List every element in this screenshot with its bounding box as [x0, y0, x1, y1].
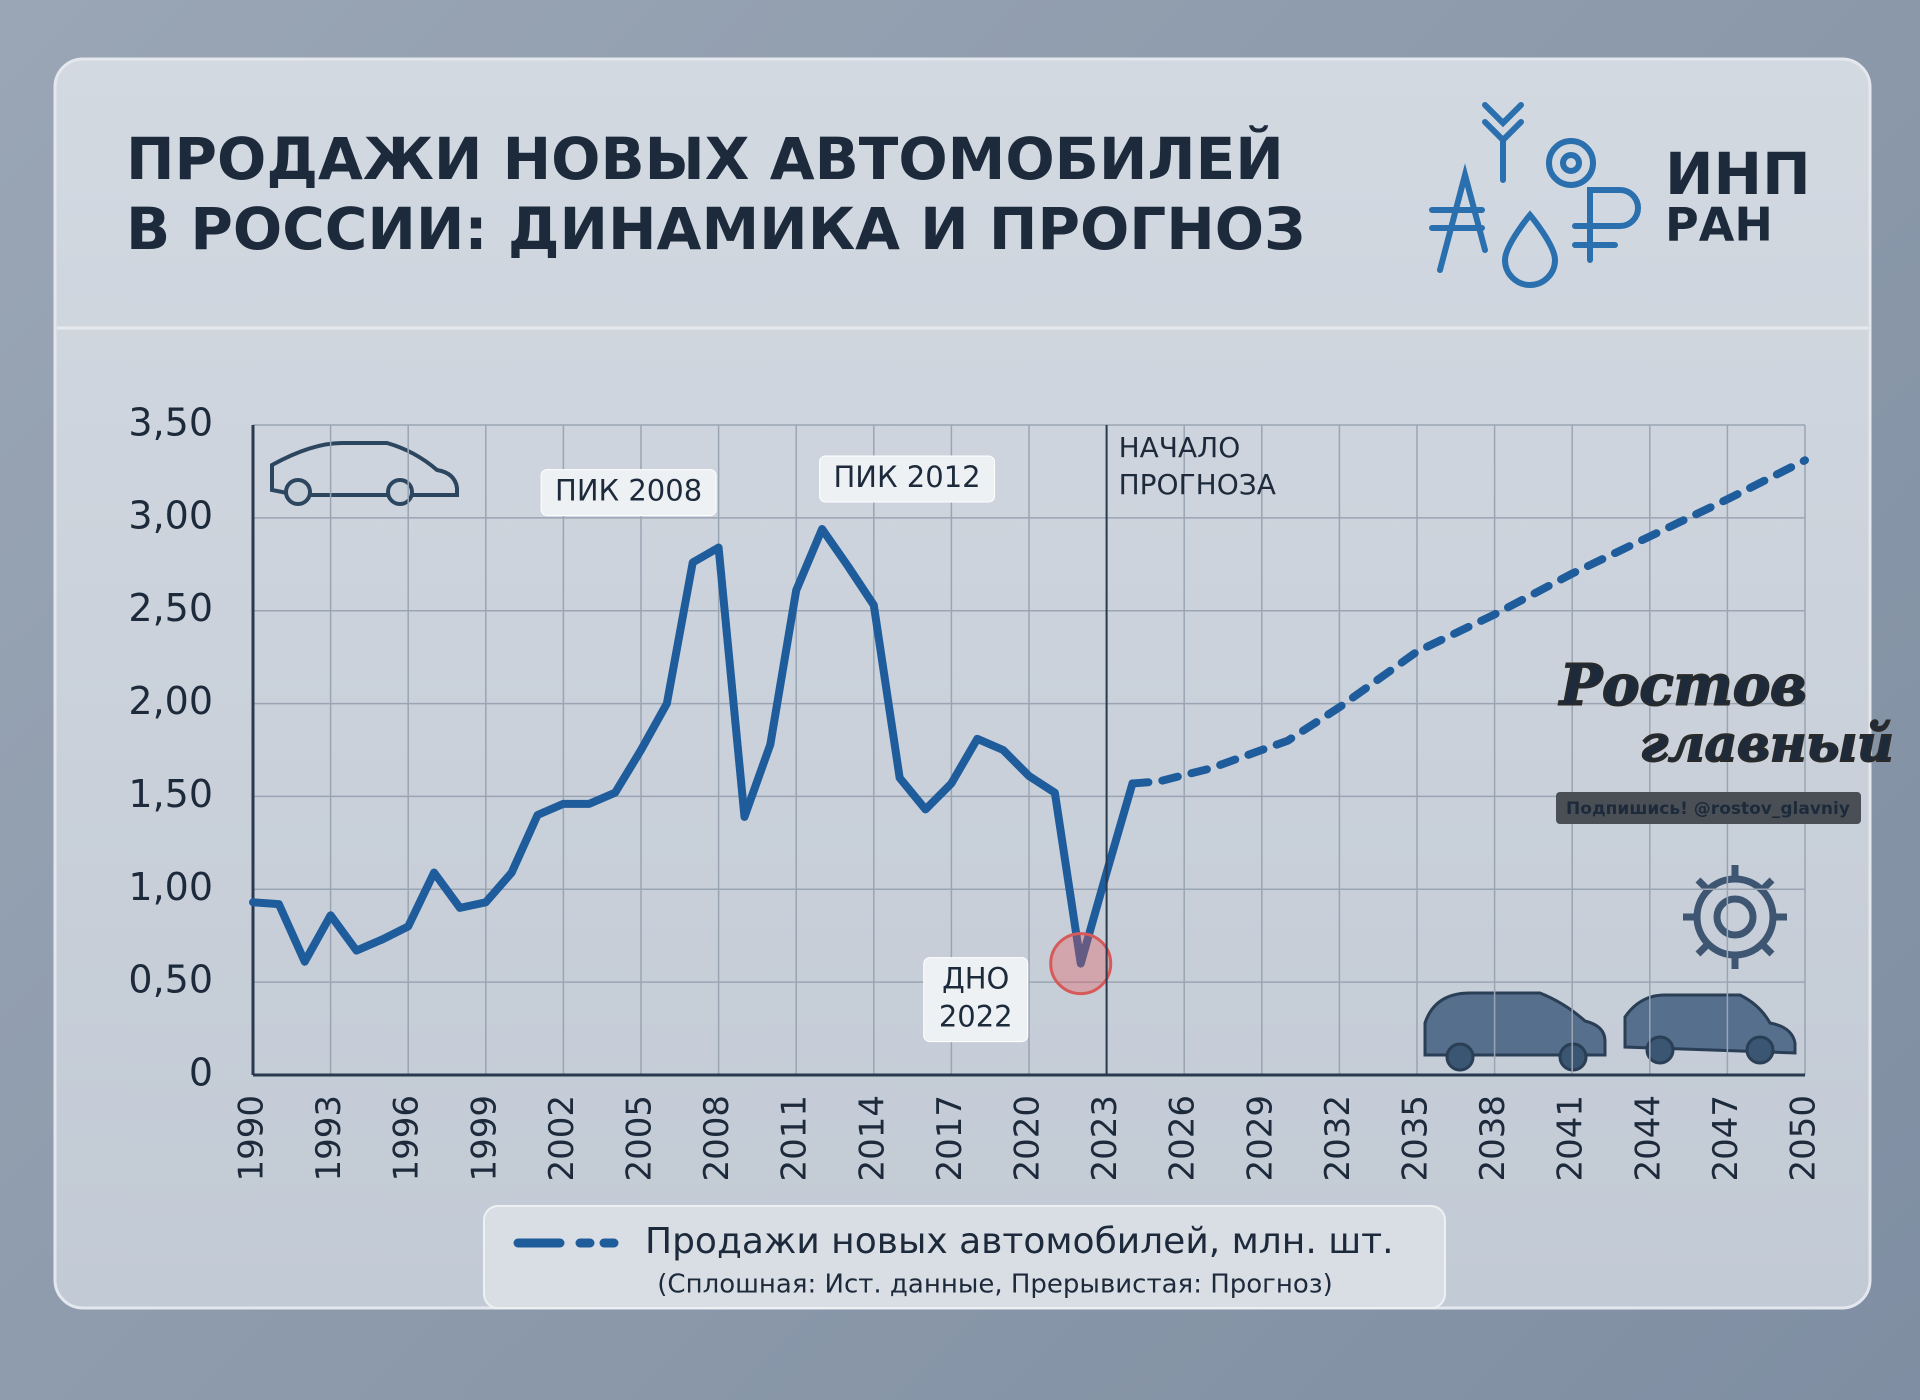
x-tick-label: 1993	[309, 1095, 349, 1182]
x-tick-label: 2032	[1318, 1095, 1358, 1182]
y-tick-label: 3,50	[128, 401, 213, 445]
x-tick-label: 2023	[1085, 1095, 1125, 1182]
highlight-circle	[1049, 932, 1113, 996]
x-tick-label: 2017	[930, 1095, 970, 1182]
x-tick-label: 2011	[775, 1095, 815, 1182]
x-tick-label: 2002	[542, 1095, 582, 1182]
logo-text: ИНП	[1665, 140, 1811, 208]
x-tick-label: 1999	[464, 1095, 504, 1182]
y-tick-label: 2,50	[128, 586, 213, 630]
annotation-box	[923, 957, 1029, 1043]
watermark-box	[1556, 792, 1861, 824]
y-tick-label: 0	[189, 1051, 213, 1095]
car-icon	[1423, 991, 1797, 1072]
annotation-text: ПРОГНОЗА	[1119, 468, 1276, 501]
car-icon	[270, 441, 459, 506]
legend-note: (Сплошная: Ист. данные, Прерывистая: Про…	[657, 1270, 1332, 1300]
logo-text: РАН	[1665, 198, 1773, 252]
logo-icon	[1429, 102, 1641, 288]
x-tick-label: 1990	[232, 1095, 272, 1182]
legend-box	[483, 1205, 1446, 1309]
x-tick-label: 2041	[1551, 1095, 1591, 1182]
x-tick-label: 2050	[1784, 1095, 1824, 1182]
y-tick-label: 1,50	[128, 772, 213, 816]
chart-title: В РОССИИ: ДИНАМИКА И ПРОГНОЗ	[126, 195, 1305, 263]
x-tick-label: 2005	[620, 1095, 660, 1182]
legend-label: Продажи новых автомобилей, млн. шт.	[645, 1221, 1394, 1262]
x-tick-label: 2014	[852, 1095, 892, 1182]
data-line	[249, 525, 1137, 968]
x-tick-label: 2038	[1473, 1095, 1513, 1182]
annotation-text: 2022	[939, 1000, 1013, 1034]
watermark-text: главный	[1640, 714, 1894, 773]
annotation-text: ПИК 2012	[834, 460, 981, 494]
gear-icon	[1683, 865, 1787, 969]
watermark-text: Ростов	[1558, 653, 1807, 719]
x-tick-label: 1996	[387, 1095, 427, 1182]
annotation-box	[540, 469, 717, 517]
x-tick-label: 2044	[1628, 1095, 1668, 1182]
x-tick-label: 2047	[1706, 1095, 1746, 1182]
annotation-box	[819, 455, 996, 503]
annotation-text: НАЧАЛО	[1119, 431, 1241, 464]
x-tick-label: 2020	[1008, 1095, 1048, 1182]
plot: 0 0,50 1,00 1,50 2,00 2,50 3,00 3,50 1990 1993 199…	[128, 401, 1823, 1300]
x-tick-label: 2029	[1240, 1095, 1280, 1182]
annotation-text: ПИК 2008	[555, 474, 702, 508]
y-tick-label: 0,50	[128, 958, 213, 1002]
chart-title: ПРОДАЖИ НОВЫХ АВТОМОБИЛЕЙ	[126, 124, 1284, 193]
y-tick-label: 3,00	[128, 493, 213, 537]
x-tick-label: 2026	[1163, 1095, 1203, 1182]
data-line	[1128, 456, 1809, 788]
x-tick-label: 2008	[697, 1095, 737, 1182]
y-tick-label: 1,00	[128, 865, 213, 909]
annotation-text: ДНО	[942, 962, 1009, 996]
y-tick-label: 2,00	[128, 679, 213, 723]
watermark-caption: Подпишись! @rostov_glavniy	[1566, 799, 1850, 819]
x-tick-label: 2035	[1396, 1095, 1436, 1182]
